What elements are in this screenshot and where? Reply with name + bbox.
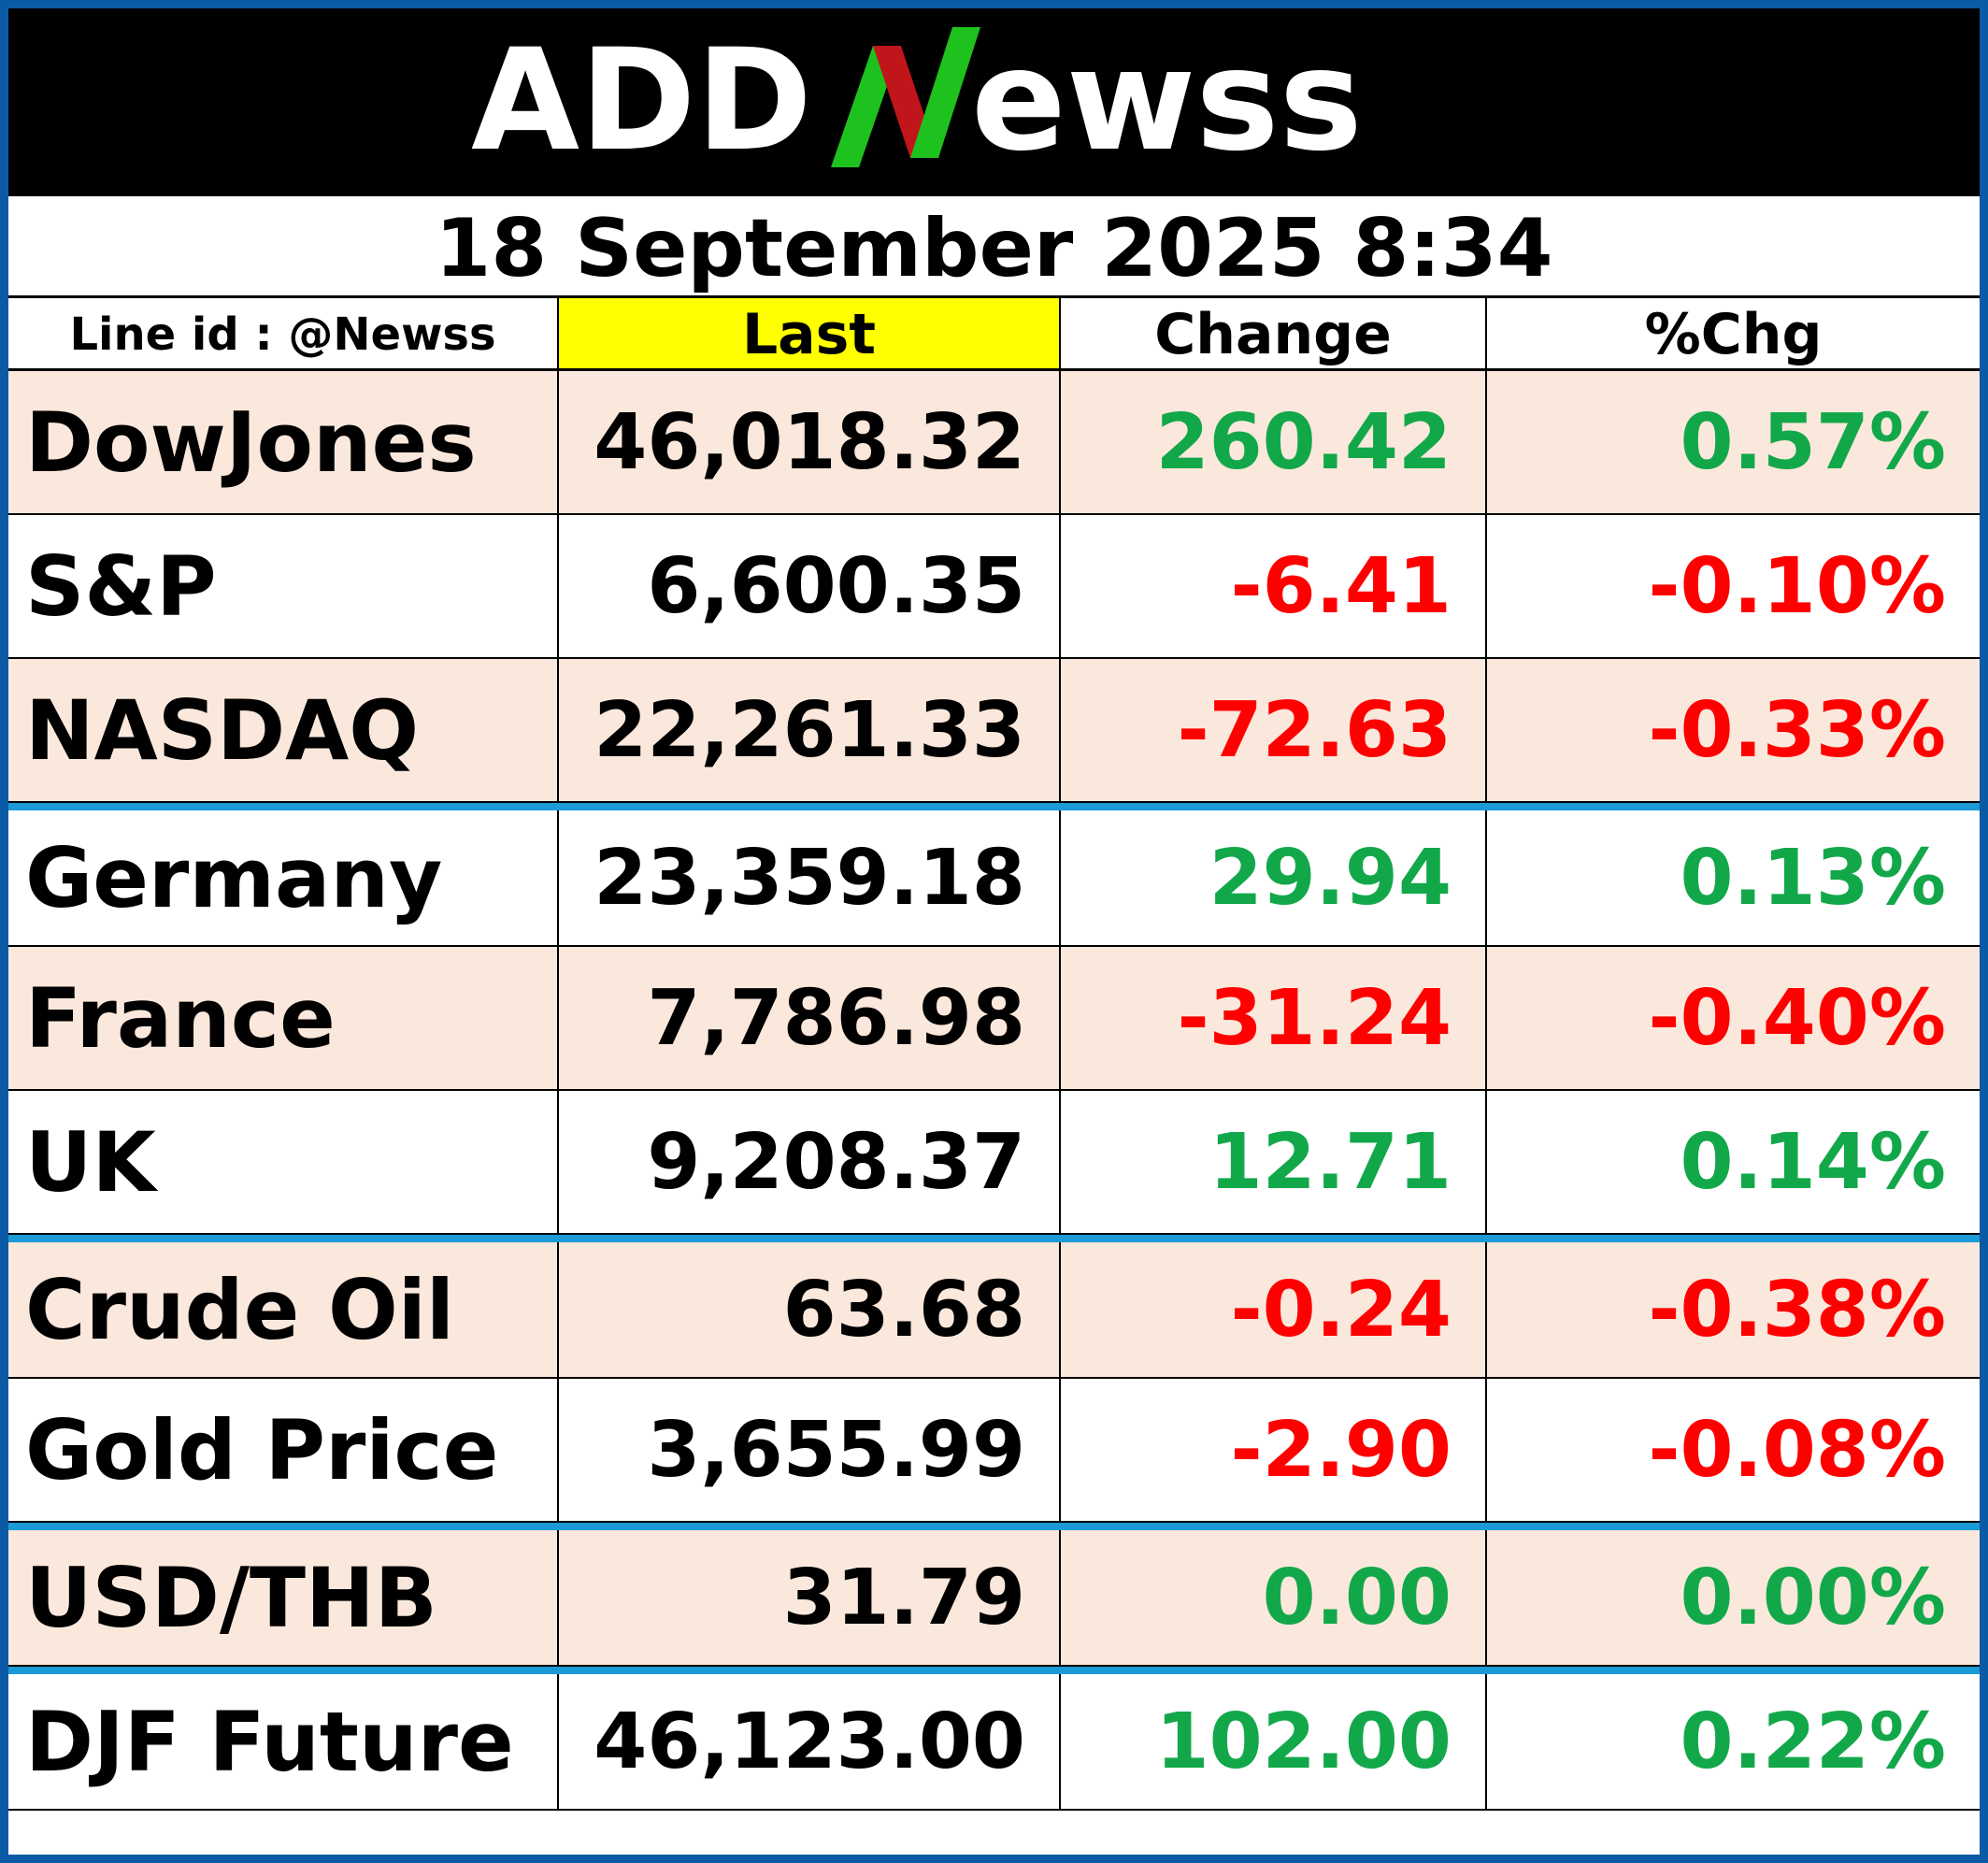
row-pct-change: -0.10% bbox=[1487, 515, 1980, 659]
row-name: Crude Oil bbox=[8, 1242, 559, 1379]
row-last: 46,123.00 bbox=[559, 1674, 1061, 1811]
row-change: -31.24 bbox=[1061, 947, 1487, 1091]
row-last: 6,600.35 bbox=[559, 515, 1061, 659]
table-row: UK 9,208.37 12.71 0.14% bbox=[8, 1091, 1980, 1235]
row-last: 7,786.98 bbox=[559, 947, 1061, 1091]
row-last: 3,655.99 bbox=[559, 1379, 1061, 1523]
logo-n-icon bbox=[831, 27, 980, 167]
header-line-id: Line id : @Newss bbox=[8, 298, 559, 371]
table-row: Crude Oil 63.68 -0.24 -0.38% bbox=[8, 1235, 1980, 1379]
date-time: 18 September 2025 8:34 bbox=[8, 193, 1980, 298]
row-last: 46,018.32 bbox=[559, 371, 1061, 515]
row-change: 260.42 bbox=[1061, 371, 1487, 515]
row-last: 22,261.33 bbox=[559, 659, 1061, 803]
row-change: 102.00 bbox=[1061, 1674, 1487, 1811]
row-change: 0.00 bbox=[1061, 1530, 1487, 1667]
row-change: -6.41 bbox=[1061, 515, 1487, 659]
header-change: Change bbox=[1061, 298, 1487, 371]
row-pct-change: -0.08% bbox=[1487, 1379, 1980, 1523]
table-row: Gold Price 3,655.99 -2.90 -0.08% bbox=[8, 1379, 1980, 1523]
row-pct-change: 0.22% bbox=[1487, 1674, 1980, 1811]
row-pct-change: -0.33% bbox=[1487, 659, 1980, 803]
row-name: NASDAQ bbox=[8, 659, 559, 803]
row-change: -2.90 bbox=[1061, 1379, 1487, 1523]
row-change: -72.63 bbox=[1061, 659, 1487, 803]
row-last: 31.79 bbox=[559, 1530, 1061, 1667]
row-name: DJF Future bbox=[8, 1674, 559, 1811]
addnewss-logo: ADD ewss bbox=[471, 20, 1363, 182]
table-row: France 7,786.98 -31.24 -0.40% bbox=[8, 947, 1980, 1091]
header-pct-change: %Chg bbox=[1487, 298, 1980, 371]
row-name: Gold Price bbox=[8, 1379, 559, 1523]
row-change: -0.24 bbox=[1061, 1242, 1487, 1379]
logo-text-left: ADD bbox=[471, 20, 812, 182]
row-pct-change: 0.14% bbox=[1487, 1091, 1980, 1235]
row-name: USD/THB bbox=[8, 1530, 559, 1667]
logo-bar: ADD ewss bbox=[8, 8, 1980, 193]
row-pct-change: -0.40% bbox=[1487, 947, 1980, 1091]
row-name: DowJones bbox=[8, 371, 559, 515]
logo-text-right: ewss bbox=[971, 20, 1363, 182]
row-name: Germany bbox=[8, 810, 559, 947]
header-last: Last bbox=[559, 298, 1061, 371]
table-row: Germany 23,359.18 29.94 0.13% bbox=[8, 803, 1980, 947]
row-pct-change: 0.57% bbox=[1487, 371, 1980, 515]
row-last: 23,359.18 bbox=[559, 810, 1061, 947]
row-pct-change: 0.00% bbox=[1487, 1530, 1980, 1667]
row-last: 63.68 bbox=[559, 1242, 1061, 1379]
row-name: France bbox=[8, 947, 559, 1091]
row-last: 9,208.37 bbox=[559, 1091, 1061, 1235]
table-row: DowJones 46,018.32 260.42 0.57% bbox=[8, 371, 1980, 515]
table-row: DJF Future 46,123.00 102.00 0.22% bbox=[8, 1667, 1980, 1855]
row-change: 29.94 bbox=[1061, 810, 1487, 947]
table-row: S&P 6,600.35 -6.41 -0.10% bbox=[8, 515, 1980, 659]
row-change: 12.71 bbox=[1061, 1091, 1487, 1235]
table-row: USD/THB 31.79 0.00 0.00% bbox=[8, 1523, 1980, 1667]
row-name: S&P bbox=[8, 515, 559, 659]
row-pct-change: 0.13% bbox=[1487, 810, 1980, 947]
table-row: NASDAQ 22,261.33 -72.63 -0.33% bbox=[8, 659, 1980, 803]
row-name: UK bbox=[8, 1091, 559, 1235]
row-pct-change: -0.38% bbox=[1487, 1242, 1980, 1379]
